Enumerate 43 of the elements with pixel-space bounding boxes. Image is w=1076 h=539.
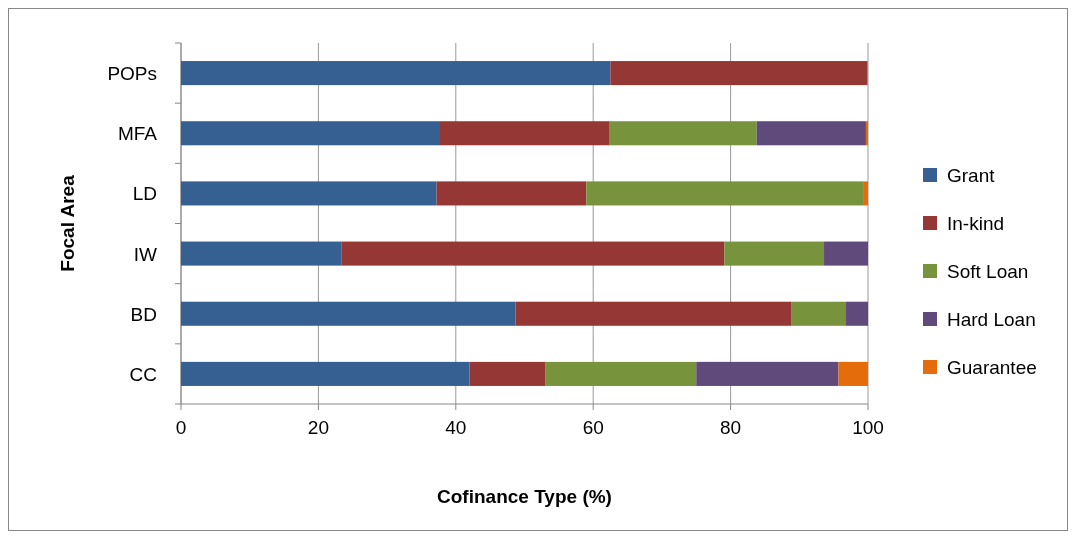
y-tick-label: IW xyxy=(133,243,158,265)
bar xyxy=(838,361,868,386)
bar xyxy=(696,361,839,386)
bar xyxy=(846,301,868,326)
bar xyxy=(181,181,437,206)
bar xyxy=(610,61,868,86)
bar xyxy=(181,361,470,386)
legend-label: Guarantee xyxy=(947,357,1037,378)
legend-label: Hard Loan xyxy=(947,309,1036,330)
bar xyxy=(609,121,757,146)
bar xyxy=(440,121,609,146)
bar xyxy=(586,181,864,206)
x-tick-label: 40 xyxy=(445,417,467,438)
bar xyxy=(545,361,697,386)
bar xyxy=(756,121,866,146)
legend-label: Soft Loan xyxy=(947,261,1029,282)
x-axis-title: Cofinance Type (%) xyxy=(437,486,612,507)
bar xyxy=(181,61,611,86)
x-tick-label: 60 xyxy=(582,417,604,438)
x-tick-label: 80 xyxy=(720,417,742,438)
bar xyxy=(436,181,587,206)
x-tick-label: 20 xyxy=(307,417,329,438)
y-tick-label: MFA xyxy=(117,123,158,145)
legend-label: Grant xyxy=(947,165,996,186)
bar xyxy=(181,241,342,266)
y-tick-label: CC xyxy=(129,363,157,385)
bar xyxy=(865,121,868,146)
x-tick-label: 100 xyxy=(852,417,884,438)
y-axis-title: Focal Area xyxy=(57,174,78,272)
y-tick-label: BD xyxy=(130,303,157,325)
x-tick-label: 0 xyxy=(175,417,187,438)
bar xyxy=(863,181,868,206)
bar xyxy=(791,301,847,326)
bar xyxy=(515,301,792,326)
bar xyxy=(181,121,440,146)
y-tick-label: POPs xyxy=(107,63,157,85)
bar xyxy=(724,241,825,266)
bar xyxy=(469,361,546,386)
bar xyxy=(341,241,725,266)
bar xyxy=(181,301,516,326)
bar xyxy=(824,241,868,266)
legend-label: In-kind xyxy=(947,213,1005,234)
y-tick-label: LD xyxy=(132,183,157,205)
